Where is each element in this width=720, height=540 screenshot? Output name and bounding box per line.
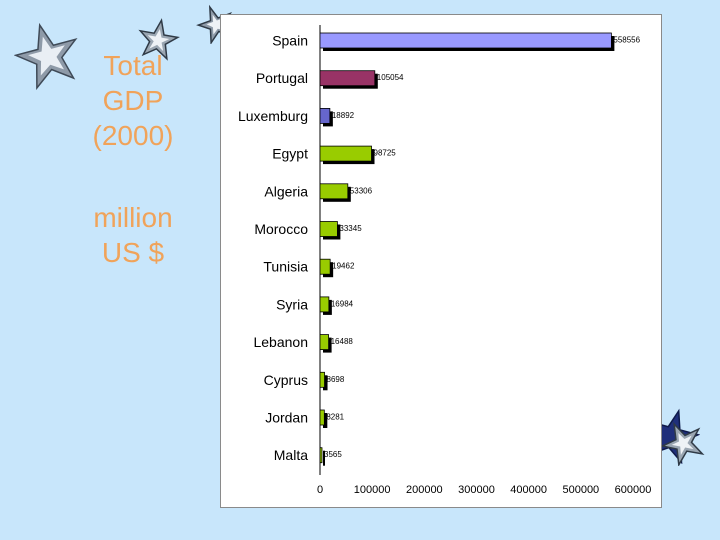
chart-title: Total GDP (2000): [58, 48, 208, 153]
data-label: 558556: [613, 36, 640, 45]
bar: [319, 145, 372, 162]
data-label: 16984: [331, 299, 354, 308]
data-label: 53306: [350, 186, 373, 195]
star-icon: [138, 18, 180, 61]
bar: [319, 409, 325, 426]
data-label: 8698: [327, 375, 345, 384]
category-label: Lebanon: [253, 334, 308, 350]
bar: [319, 371, 325, 388]
title-line: Total: [103, 50, 163, 81]
bar: [319, 70, 376, 87]
data-label: 105054: [377, 73, 404, 82]
category-label: Portugal: [256, 70, 308, 86]
data-label: 98725: [374, 149, 397, 158]
bar: [319, 258, 331, 275]
x-tick-label: 500000: [562, 484, 599, 496]
category-label: Egypt: [272, 146, 308, 162]
bar: [319, 32, 612, 49]
bar: [319, 108, 331, 124]
x-tick-label: 400000: [510, 484, 547, 496]
data-label: 19462: [332, 262, 355, 271]
category-label: Syria: [276, 296, 308, 312]
bar-shadow: [323, 413, 328, 428]
data-label: 8281: [326, 413, 344, 422]
bar-chart: Spain 558556 Portugal 105054 Luxemburg 18892 E…: [238, 25, 652, 496]
x-tick-label: 200000: [406, 484, 443, 496]
star-icon: [14, 22, 78, 90]
bar-shadow: [323, 450, 325, 466]
category-label: Luxemburg: [238, 108, 308, 124]
chart-area: Spain 558556 Portugal 105054 Luxemburg 18892 E…: [220, 14, 662, 508]
bar: [319, 296, 330, 313]
data-label: 16488: [331, 337, 354, 346]
category-label: Cyprus: [264, 372, 308, 388]
x-tick-label: 100000: [354, 484, 391, 496]
category-label: Jordan: [265, 410, 308, 426]
title-line: (2000): [92, 120, 174, 151]
data-label: 33345: [339, 224, 362, 233]
bar: [319, 183, 349, 200]
x-tick-label: 0: [317, 484, 323, 496]
data-label: 18892: [332, 111, 355, 120]
bar-shadow: [323, 375, 328, 391]
x-tick-label: 600000: [615, 484, 652, 496]
category-label: Spain: [272, 33, 308, 49]
unit-line: US $: [101, 237, 165, 268]
unit-line: million: [93, 202, 173, 233]
unit-label: million US $: [58, 200, 208, 270]
data-label: 3565: [324, 450, 342, 459]
category-label: Malta: [274, 447, 308, 463]
category-label: Tunisia: [263, 259, 308, 275]
category-label: Algeria: [264, 183, 308, 199]
bar: [319, 334, 330, 351]
star-icon: [660, 421, 705, 466]
title-line: GDP: [102, 85, 164, 116]
category-label: Morocco: [254, 221, 308, 237]
x-tick-label: 300000: [458, 484, 495, 496]
bar: [319, 447, 323, 464]
bar: [319, 221, 338, 237]
